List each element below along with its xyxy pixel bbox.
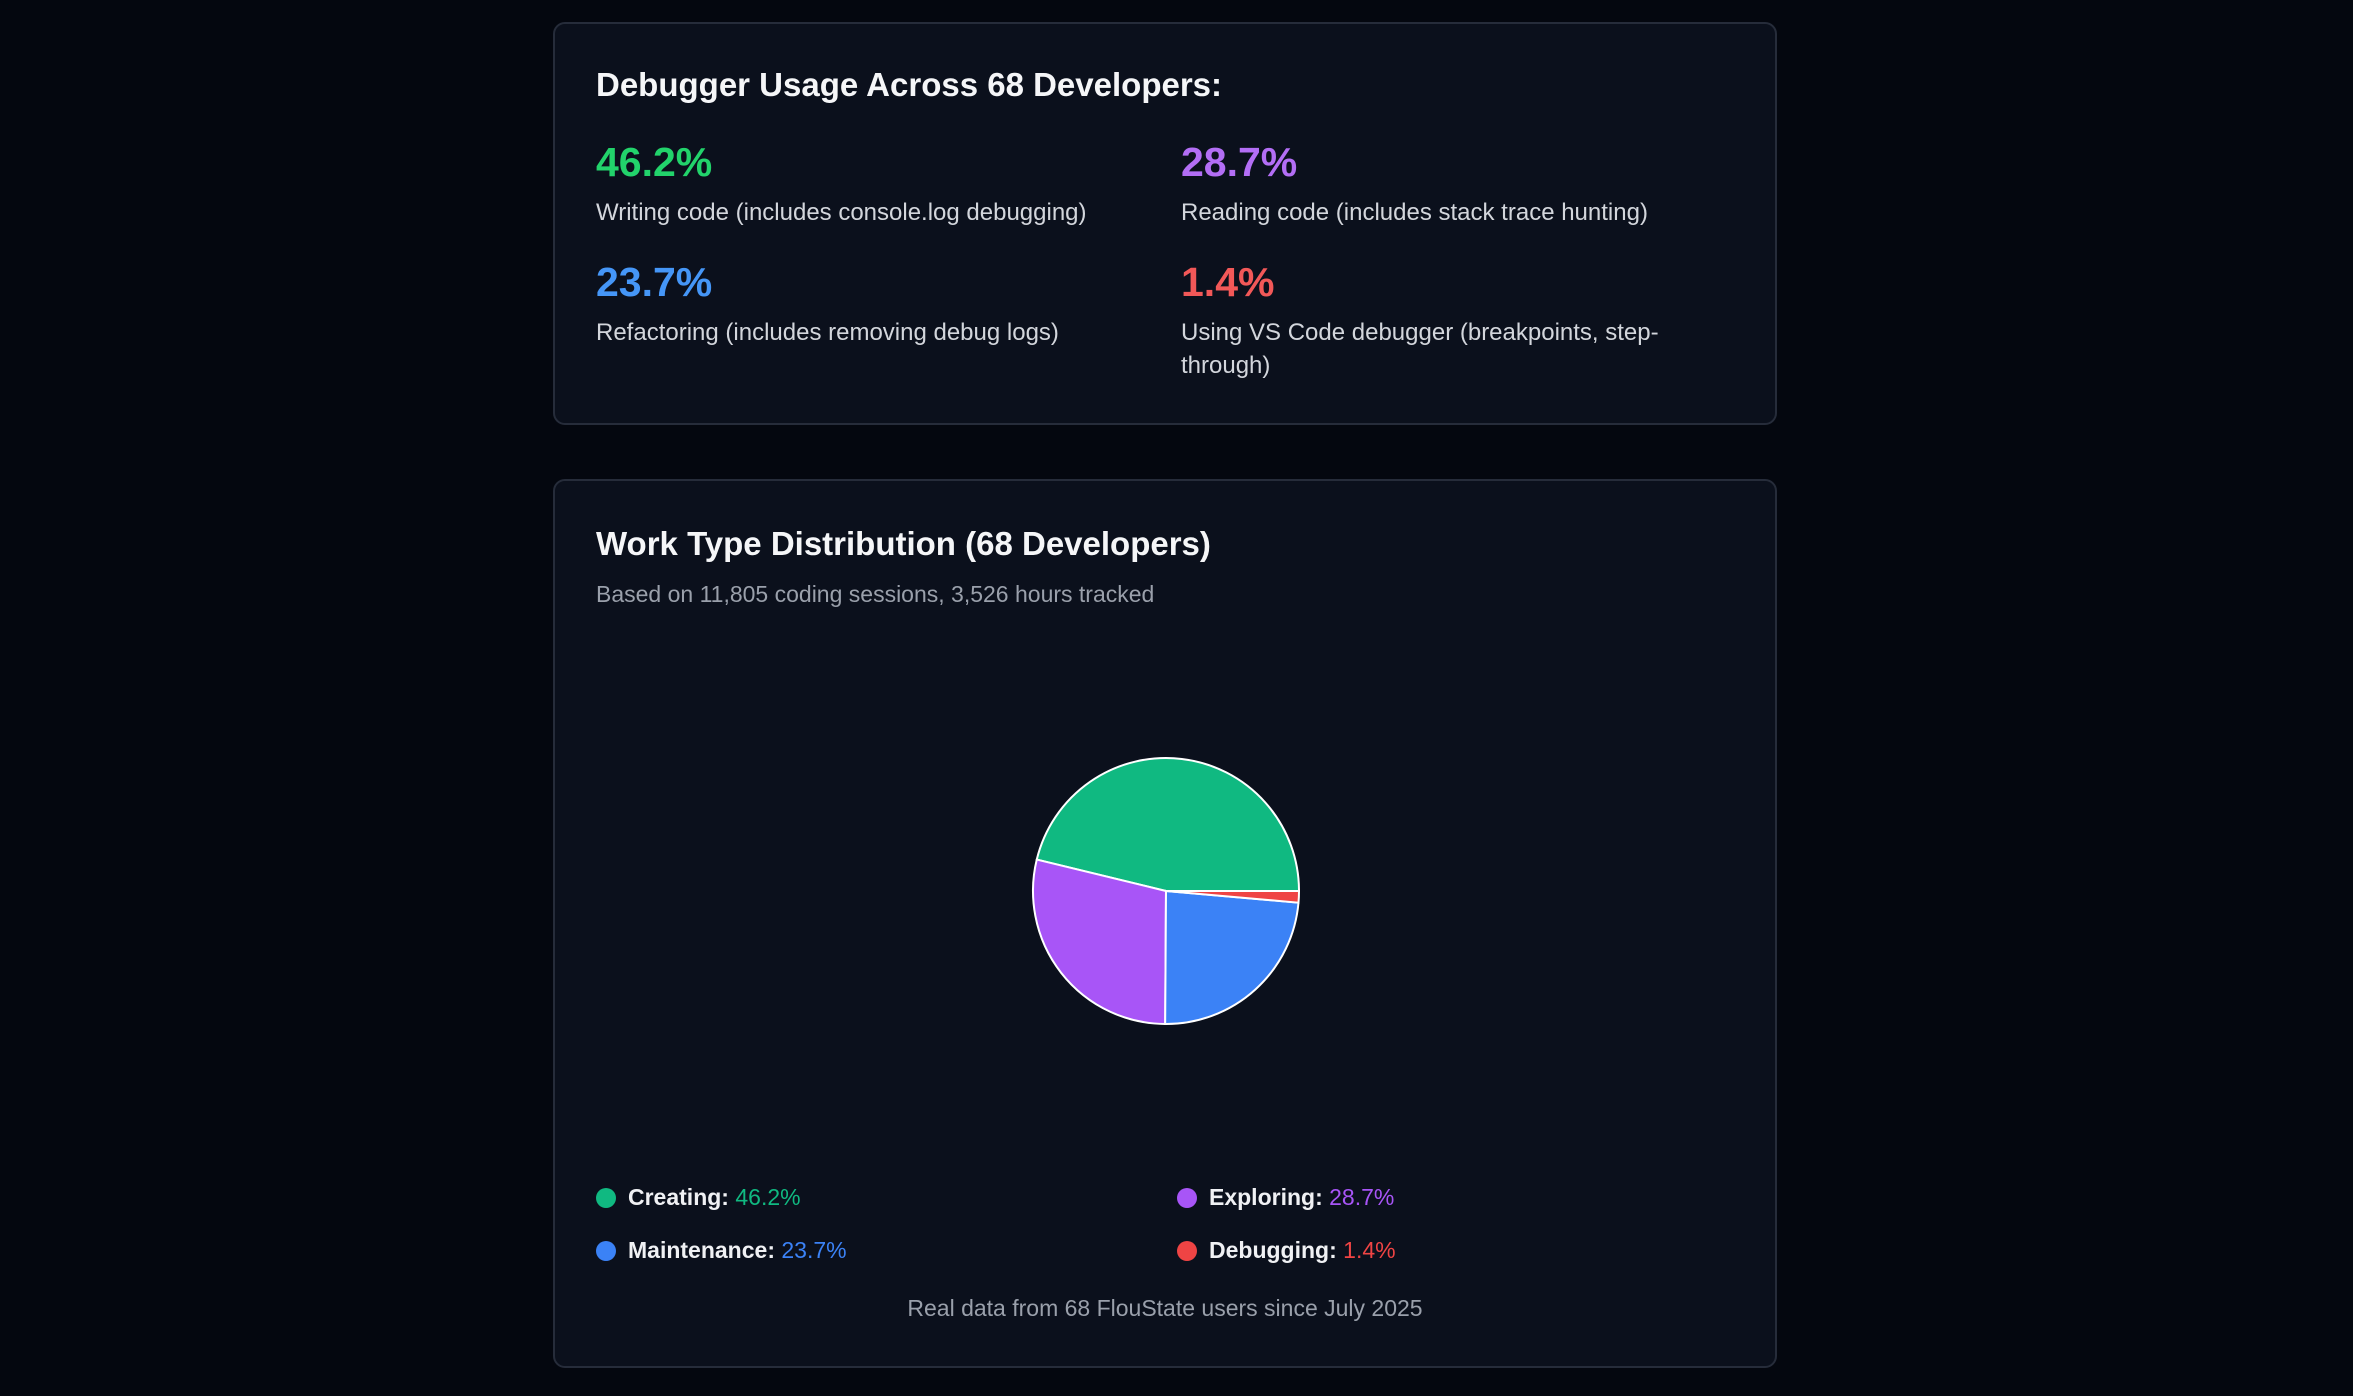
legend-dot <box>1177 1240 1197 1261</box>
stat-value: 46.2% <box>596 139 713 185</box>
legend-value: 46.2% <box>735 1184 801 1210</box>
stat-debugger: 1.4% Using VS Code debugger (breakpoints… <box>1181 258 1701 382</box>
legend-label: Maintenance <box>628 1237 768 1263</box>
pie-slice-exploring <box>1032 858 1168 1026</box>
chart-footer: Real data from 68 FlouState users since … <box>907 1295 1423 1321</box>
pie-slice-creating <box>1035 757 1301 892</box>
stat-label: Reading code (includes stack trace hunti… <box>1181 199 1648 226</box>
stat-label: Using VS Code debugger (breakpoints, ste… <box>1181 319 1659 379</box>
work-type-card: Work Type Distribution (68 Developers) B… <box>553 479 1777 1368</box>
stat-writing: 46.2% Writing code (includes console.log… <box>596 138 1136 229</box>
legend-item-creating: Creating: 46.2% <box>596 1184 801 1211</box>
chart-title: Work Type Distribution (68 Developers) <box>596 525 1211 562</box>
stat-label: Refactoring (includes removing debug log… <box>596 319 1059 346</box>
legend-dot <box>1177 1187 1197 1208</box>
legend-item-maintenance: Maintenance: 23.7% <box>596 1237 847 1264</box>
card-title: Debugger Usage Across 68 Developers: <box>596 66 1223 103</box>
legend-label: Debugging <box>1209 1237 1330 1263</box>
stat-label: Writing code (includes console.log debug… <box>596 199 1087 226</box>
debugger-usage-card: Debugger Usage Across 68 Developers: 46.… <box>553 22 1777 425</box>
chart-subtitle: Based on 11,805 coding sessions, 3,526 h… <box>596 581 1155 607</box>
stat-refactoring: 23.7% Refactoring (includes removing deb… <box>596 258 1136 349</box>
legend-value: 1.4% <box>1343 1237 1396 1263</box>
legend-dot <box>596 1240 616 1261</box>
legend-item-exploring: Exploring: 28.7% <box>1177 1184 1394 1211</box>
stat-value: 23.7% <box>596 259 713 305</box>
legend-value: 28.7% <box>1329 1184 1395 1210</box>
pie-slice-maintenance <box>1164 889 1300 1025</box>
pie-slice-debugging <box>1165 890 1301 904</box>
legend-dot <box>596 1187 616 1208</box>
legend-label: Creating <box>628 1184 722 1210</box>
legend-label: Exploring <box>1209 1184 1316 1210</box>
pie-chart <box>1032 757 1301 1026</box>
stat-reading: 28.7% Reading code (includes stack trace… <box>1181 138 1721 229</box>
legend-item-debugging: Debugging: 1.4% <box>1177 1237 1396 1264</box>
stat-value: 28.7% <box>1181 139 1298 185</box>
legend-value: 23.7% <box>781 1237 847 1263</box>
stat-value: 1.4% <box>1181 259 1275 305</box>
